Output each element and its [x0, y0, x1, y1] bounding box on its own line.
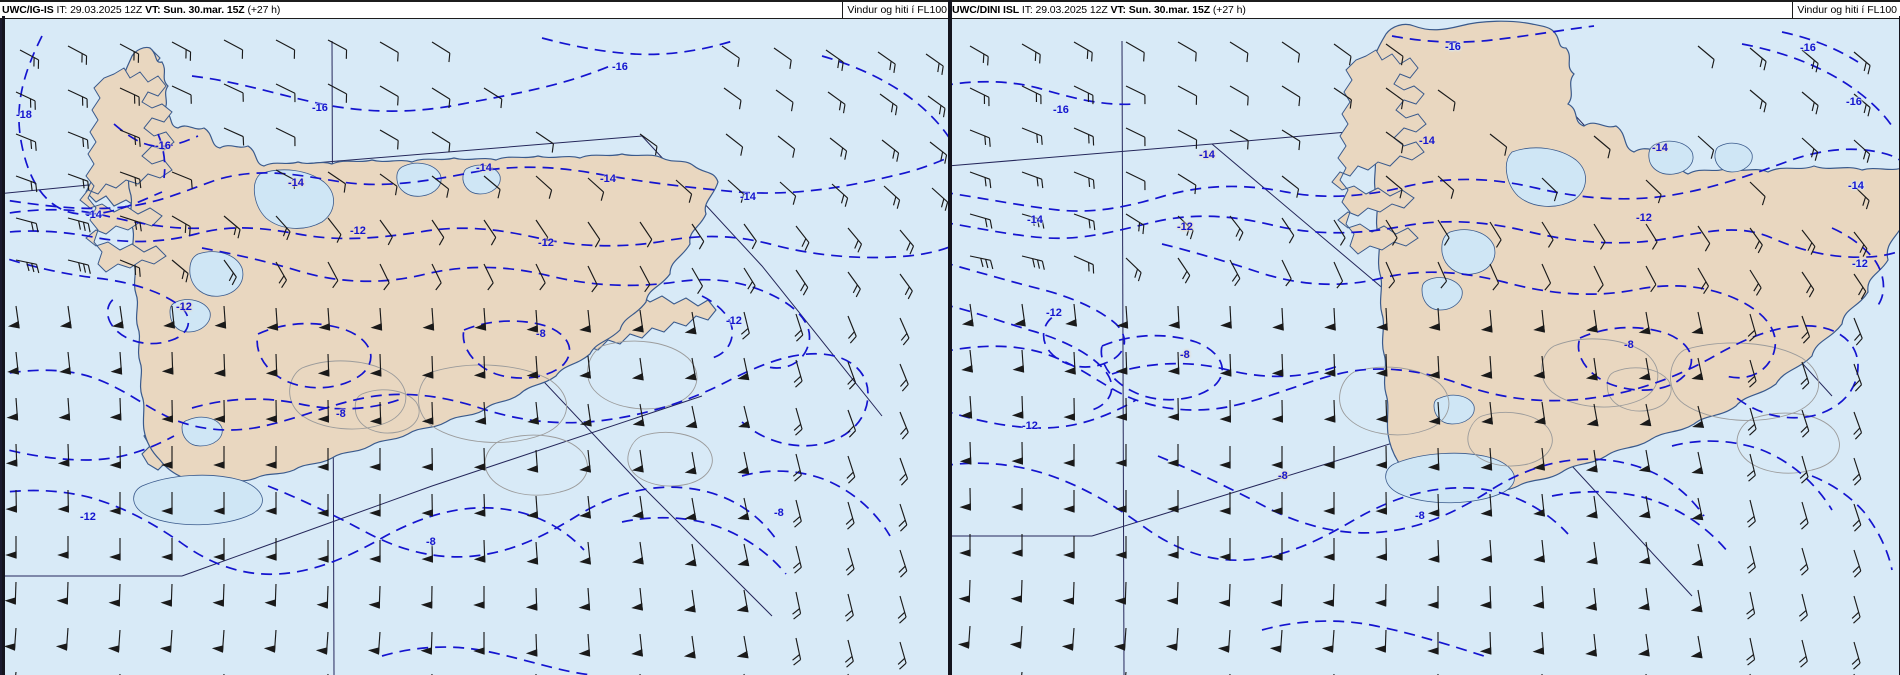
isotherm-label: -12: [1852, 258, 1868, 270]
panel-left-border-left: [2, 16, 5, 675]
panel-left-product-label: Vindur og hiti í FL100: [842, 2, 950, 18]
isotherm-label: -12: [538, 237, 554, 249]
isotherm-label: -16: [312, 102, 328, 114]
isotherm-label: -12: [1177, 221, 1193, 233]
panel-left-model: UWC/IG-IS IT: 29.03.2025 12Z VT: Sun. 30…: [0, 0, 950, 675]
isotherm-label: -16: [612, 61, 628, 73]
isotherm-label: -8: [426, 536, 436, 548]
isotherm-label: -12: [1046, 307, 1062, 319]
panel-right-header: UWC/DINI ISL IT: 29.03.2025 12Z VT: Sun.…: [950, 0, 1900, 19]
panel-left-lead-time: (+27 h): [247, 4, 281, 16]
panel-left-vt-label: VT:: [145, 4, 161, 16]
isotherm-label: -8: [1624, 339, 1634, 351]
panel-right-lead-time: (+27 h): [1212, 4, 1246, 16]
isotherm-label: -12: [726, 315, 742, 327]
isotherm-label: -16: [1053, 104, 1069, 116]
panel-left-vt-value: Sun. 30.mar. 15Z: [163, 4, 245, 16]
panel-left-title: UWC/IG-IS IT: 29.03.2025 12Z VT: Sun. 30…: [0, 4, 280, 16]
isotherm-label: -14: [288, 177, 304, 189]
isotherm-label: -14: [1652, 142, 1668, 154]
isotherm-label: -12: [1636, 212, 1652, 224]
isotherm-label: -12: [1022, 420, 1038, 432]
isotherm-label: -14: [476, 162, 492, 174]
panel-right-map-canvas: [952, 16, 1900, 675]
panel-right-model: UWC/DINI ISL IT: 29.03.2025 12Z VT: Sun.…: [950, 0, 1900, 675]
panel-right-product-label: Vindur og hiti í FL100: [1792, 2, 1900, 18]
isotherm-label: -8: [1180, 349, 1190, 361]
isotherm-label: -16: [1846, 96, 1862, 108]
isotherm-label: -14: [86, 209, 102, 221]
isotherm-label: -12: [176, 301, 192, 313]
panel-left-model-name: UWC/IG-IS: [2, 4, 54, 16]
isotherm-label: -18: [16, 109, 32, 121]
panel-left-it-value: 29.03.2025 12Z: [70, 4, 143, 16]
isotherm-label: -14: [1848, 180, 1864, 192]
panel-right-it-label: IT:: [1021, 4, 1033, 16]
isotherm-label: -16: [1800, 42, 1816, 54]
isotherm-label: -14: [600, 173, 616, 185]
panel-right-vt-value: Sun. 30.mar. 15Z: [1128, 4, 1211, 16]
isotherm-label: -12: [350, 225, 366, 237]
panel-right-vt-label: VT:: [1110, 4, 1127, 16]
isotherm-label: -8: [336, 408, 346, 420]
isotherm-label: -14: [1027, 214, 1043, 226]
panel-right-map[interactable]: -16 -16 -16 -16 -14 -14 -14 -14 -14 -12 …: [950, 16, 1900, 675]
isotherm-label: -8: [1415, 510, 1425, 522]
panel-left-header: UWC/IG-IS IT: 29.03.2025 12Z VT: Sun. 30…: [0, 0, 950, 19]
isotherm-label: -8: [536, 328, 546, 340]
panel-right-it-value: 29.03.2025 12Z: [1035, 4, 1108, 16]
panel-right-title: UWC/DINI ISL IT: 29.03.2025 12Z VT: Sun.…: [950, 4, 1246, 16]
isotherm-label: -14: [1419, 135, 1435, 147]
isotherm-label: -16: [1445, 41, 1461, 53]
isotherm-label: -8: [1278, 470, 1288, 482]
panel-left-it-label: IT:: [56, 4, 68, 16]
panel-left-map-canvas: [2, 16, 950, 675]
isotherm-label: -14: [1199, 149, 1215, 161]
panel-right-model-name: UWC/DINI ISL: [952, 4, 1020, 16]
isotherm-label: -16: [155, 140, 171, 152]
isotherm-label: -12: [80, 511, 96, 523]
panel-left-map[interactable]: -18 -16 -16 -16 -14 -14 -14 -14 -14 -12 …: [0, 16, 950, 675]
isotherm-label: -8: [774, 507, 784, 519]
isotherm-label: -14: [740, 191, 756, 203]
panel-divider: [948, 0, 952, 675]
